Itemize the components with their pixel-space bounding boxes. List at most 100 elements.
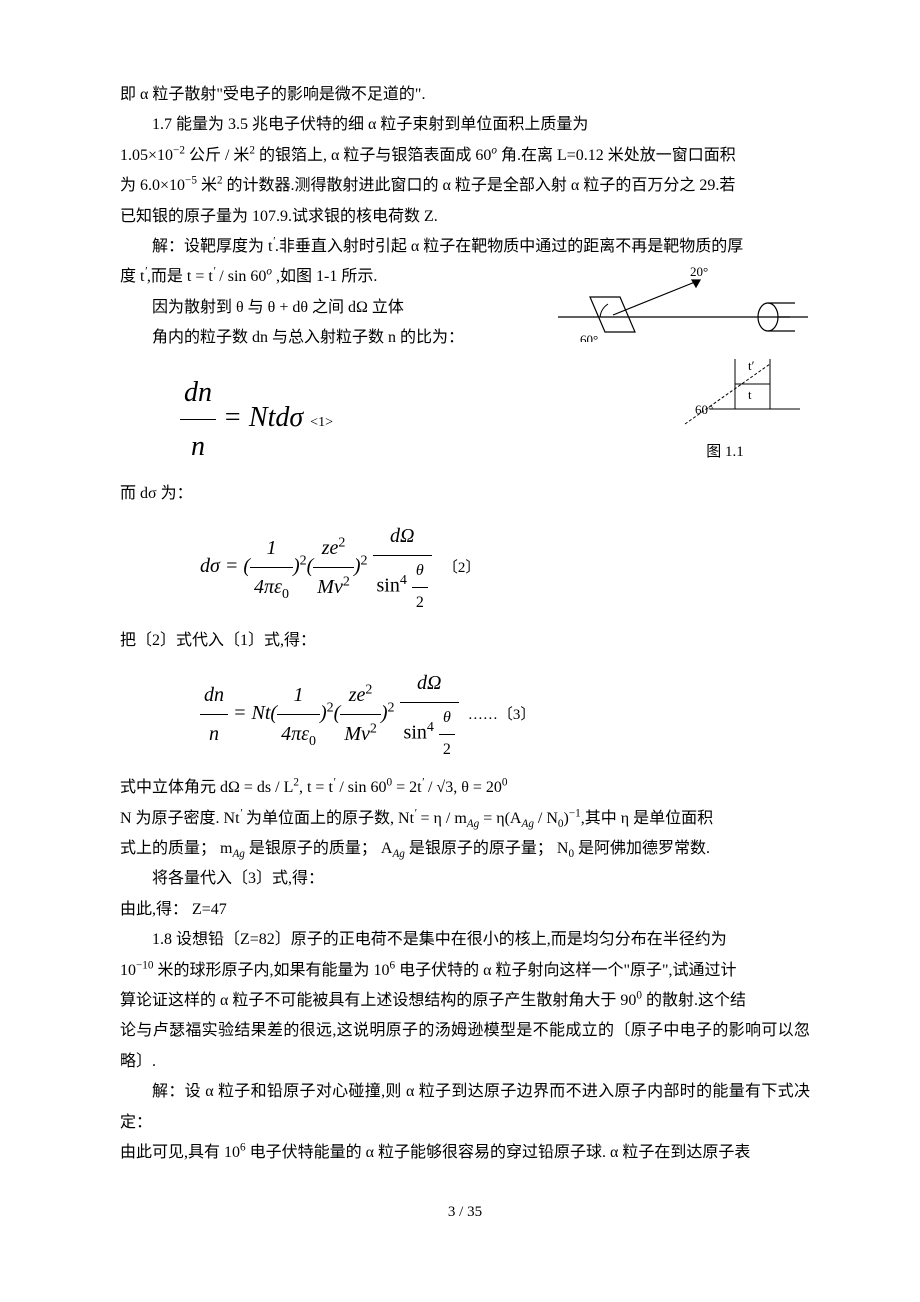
fraction: dnn <box>200 676 228 753</box>
paragraph-10: 而 dσ 为： <box>120 479 580 509</box>
figure-top: 20° 60° <box>530 262 810 342</box>
denominator: Mv2 <box>313 568 354 606</box>
text: N 为原子密度. Nt <box>120 810 240 827</box>
text: 解：设靶厚度为 t <box>152 238 272 255</box>
diagram-scatter-icon: 20° 60° <box>550 262 810 342</box>
text: 角.在离 L=0.12 米处放一窗口面积 <box>497 147 736 164</box>
exponent: −2 <box>173 144 185 156</box>
text: 式上的质量； m <box>120 840 232 857</box>
text: = η(A <box>479 810 521 827</box>
equation-2: dσ = (14πε0)2(ze2Mv2)2 dΩsin4 θ2 〔2〕 <box>200 517 810 618</box>
paragraph-20: 论与卢瑟福实验结果差的很远,这说明原子的汤姆逊模型是不能成立的〔原子中电子的影响… <box>120 1016 810 1077</box>
paragraph-17: 1.8 设想铅〔Z=82〕原子的正电荷不是集中在很小的核上,而是均匀分布在半径约… <box>120 925 810 955</box>
fraction: 14πε0 <box>277 676 320 753</box>
numerator: dn <box>200 676 228 715</box>
figure-mid: t′ t 60° 图 1.1 <box>580 354 810 467</box>
paragraph-4: 为 6.0×10−5 米2 的计数器.测得散射进此窗口的 α 粒子是全部入射 α… <box>120 171 810 201</box>
paragraph-6: 解：设靶厚度为 t′.非垂直入射时引起 α 粒子在靶物质中通过的距离不再是靶物质… <box>120 232 810 262</box>
text: 10 <box>120 962 136 979</box>
numerator: dn <box>180 366 216 420</box>
paragraph-21: 解：设 α 粒子和铅原子对心碰撞,则 α 粒子到达原子边界而不进入原子内部时的能… <box>120 1077 810 1138</box>
fraction: dn n <box>180 366 216 473</box>
eq-tag: 〔2〕 <box>443 560 481 576</box>
text: = Nt( <box>228 702 277 724</box>
text: 为单位面上的原子数, Nt <box>242 810 414 827</box>
paragraph-18: 10−10 米的球形原子内,如果有能量为 106 电子伏特的 α 粒子射向这样一… <box>120 956 810 986</box>
text: ) <box>354 555 361 577</box>
denominator: 4πε0 <box>250 568 293 606</box>
paragraph-1: 即 α 粒子散射"受电子的影响是微不足道的". <box>120 80 810 110</box>
subscript: Ag <box>521 818 533 830</box>
text: 电子伏特能量的 α 粒子能够很容易的穿过铅原子球. α 粒子在到达原子表 <box>246 1144 751 1161</box>
angle-label-top: 20° <box>690 264 708 279</box>
paragraph-14: 式上的质量； mAg 是银原子的质量； AAg 是银原子的原子量； N0 是阿佛… <box>120 834 810 864</box>
paragraph-16: 由此,得： Z=47 <box>120 895 810 925</box>
paragraph-3: 1.05×10−2 公斤 / 米2 的银箔上, α 粒子与银箔表面成 60o 角… <box>120 141 810 171</box>
text: 为 6.0×10 <box>120 177 185 194</box>
angle-label-bottom: 60° <box>580 332 598 342</box>
text: 1.05×10 <box>120 147 173 164</box>
eq-tag: <1> <box>310 415 333 430</box>
text: ,而是 t = t <box>147 268 213 285</box>
fraction: dΩsin4 θ2 <box>400 664 459 765</box>
exponent: 0 <box>502 777 508 789</box>
text: 的银箔上, α 粒子与银箔表面成 60 <box>255 147 491 164</box>
page: 即 α 粒子散射"受电子的影响是微不足道的". 1.7 能量为 3.5 兆电子伏… <box>0 0 920 1287</box>
text: 由此可见,具有 10 <box>120 1144 240 1161</box>
numerator: dΩ <box>373 517 432 556</box>
text: , t = t <box>299 779 333 796</box>
text: ) <box>293 555 300 577</box>
exponent: 2 <box>361 554 368 569</box>
paragraph-19: 算论证这样的 α 粒子不可能被具有上述设想结构的原子产生散射角大于 900 的散… <box>120 986 810 1016</box>
numerator: 1 <box>250 529 293 568</box>
label-t-prime: t′ <box>748 358 755 373</box>
text: dσ = ( <box>200 555 250 577</box>
subscript: Ag <box>467 818 479 830</box>
exponent: −1 <box>569 807 581 819</box>
eq-tag: ……〔3〕 <box>468 707 536 723</box>
paragraph-5: 已知银的原子量为 107.9.试求银的核电荷数 Z. <box>120 202 810 232</box>
diagram-thickness-icon: t′ t 60° <box>640 354 810 434</box>
text: / √3, θ = 20 <box>424 779 502 796</box>
fraction: 14πε0 <box>250 529 293 606</box>
denominator: n <box>200 715 228 753</box>
subscript: Ag <box>232 848 244 860</box>
text: 电子伏特的 α 粒子射向这样一个"原子",试通过计 <box>395 962 736 979</box>
text: 是银原子的原子量； N <box>405 840 569 857</box>
fraction: ze2Mv2 <box>313 529 354 606</box>
text: = η / m <box>416 810 466 827</box>
denominator: n <box>180 420 216 473</box>
figure-caption: 图 1.1 <box>640 438 810 467</box>
equation-3: dnn = Nt(14πε0)2(ze2Mv2)2 dΩsin4 θ2 ……〔3… <box>200 664 810 765</box>
text: .非垂直入射时引起 α 粒子在靶物质中通过的距离不再是靶物质的厚 <box>275 238 743 255</box>
row-eq1: dn n = Ntdσ <1> 而 dσ 为： t′ t 60° <box>120 354 810 510</box>
page-footer: 3 / 35 <box>120 1198 810 1227</box>
paragraph-11: 把〔2〕式代入〔1〕式,得： <box>120 626 810 656</box>
exponent: −10 <box>136 959 154 971</box>
fraction: dΩsin4 θ2 <box>373 517 432 618</box>
paragraph-9: 角内的粒子数 dn 与总入射粒子数 n 的比为： <box>120 323 530 353</box>
paragraph-2: 1.7 能量为 3.5 兆电子伏特的细 α 粒子束射到单位面积上质量为 <box>120 110 810 140</box>
text: / sin 60 <box>215 268 266 285</box>
text: 的计数器.测得散射进此窗口的 α 粒子是全部入射 α 粒子的百万分之 29.若 <box>223 177 736 194</box>
fraction: ze2Mv2 <box>340 676 381 753</box>
text: 米的球形原子内,如果有能量为 10 <box>154 962 390 979</box>
label-t: t <box>748 387 752 402</box>
text: 算论证这样的 α 粒子不可能被具有上述设想结构的原子产生散射角大于 90 <box>120 992 636 1009</box>
exponent: 2 <box>300 554 307 569</box>
denominator: sin4 θ2 <box>373 556 432 618</box>
text: 度 t <box>120 268 144 285</box>
paragraph-12: 式中立体角元 dΩ = ds / L2, t = t′ / sin 600 = … <box>120 773 810 803</box>
paragraph-8: 因为散射到 θ 与 θ + dθ 之间 dΩ 立体 <box>120 293 530 323</box>
text: 是阿佛加德罗常数. <box>574 840 710 857</box>
paragraph-15: 将各量代入〔3〕式,得： <box>120 864 810 894</box>
text: ( <box>307 555 314 577</box>
paragraph-7: 度 t′,而是 t = t′ / sin 60o ,如图 1-1 所示. <box>120 262 530 292</box>
text: ,其中 η 是单位面积 <box>581 810 713 827</box>
text: 的散射.这个结 <box>642 992 746 1009</box>
text: ,如图 1-1 所示. <box>272 268 377 285</box>
text: / sin 60 <box>335 779 386 796</box>
angle-label: 60° <box>695 402 713 417</box>
text: 式中立体角元 dΩ = ds / L <box>120 779 293 796</box>
col-text: dn n = Ntdσ <1> 而 dσ 为： <box>120 354 580 510</box>
